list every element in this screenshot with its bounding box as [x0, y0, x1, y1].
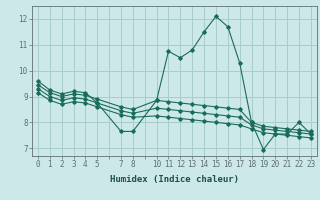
X-axis label: Humidex (Indice chaleur): Humidex (Indice chaleur) [110, 175, 239, 184]
